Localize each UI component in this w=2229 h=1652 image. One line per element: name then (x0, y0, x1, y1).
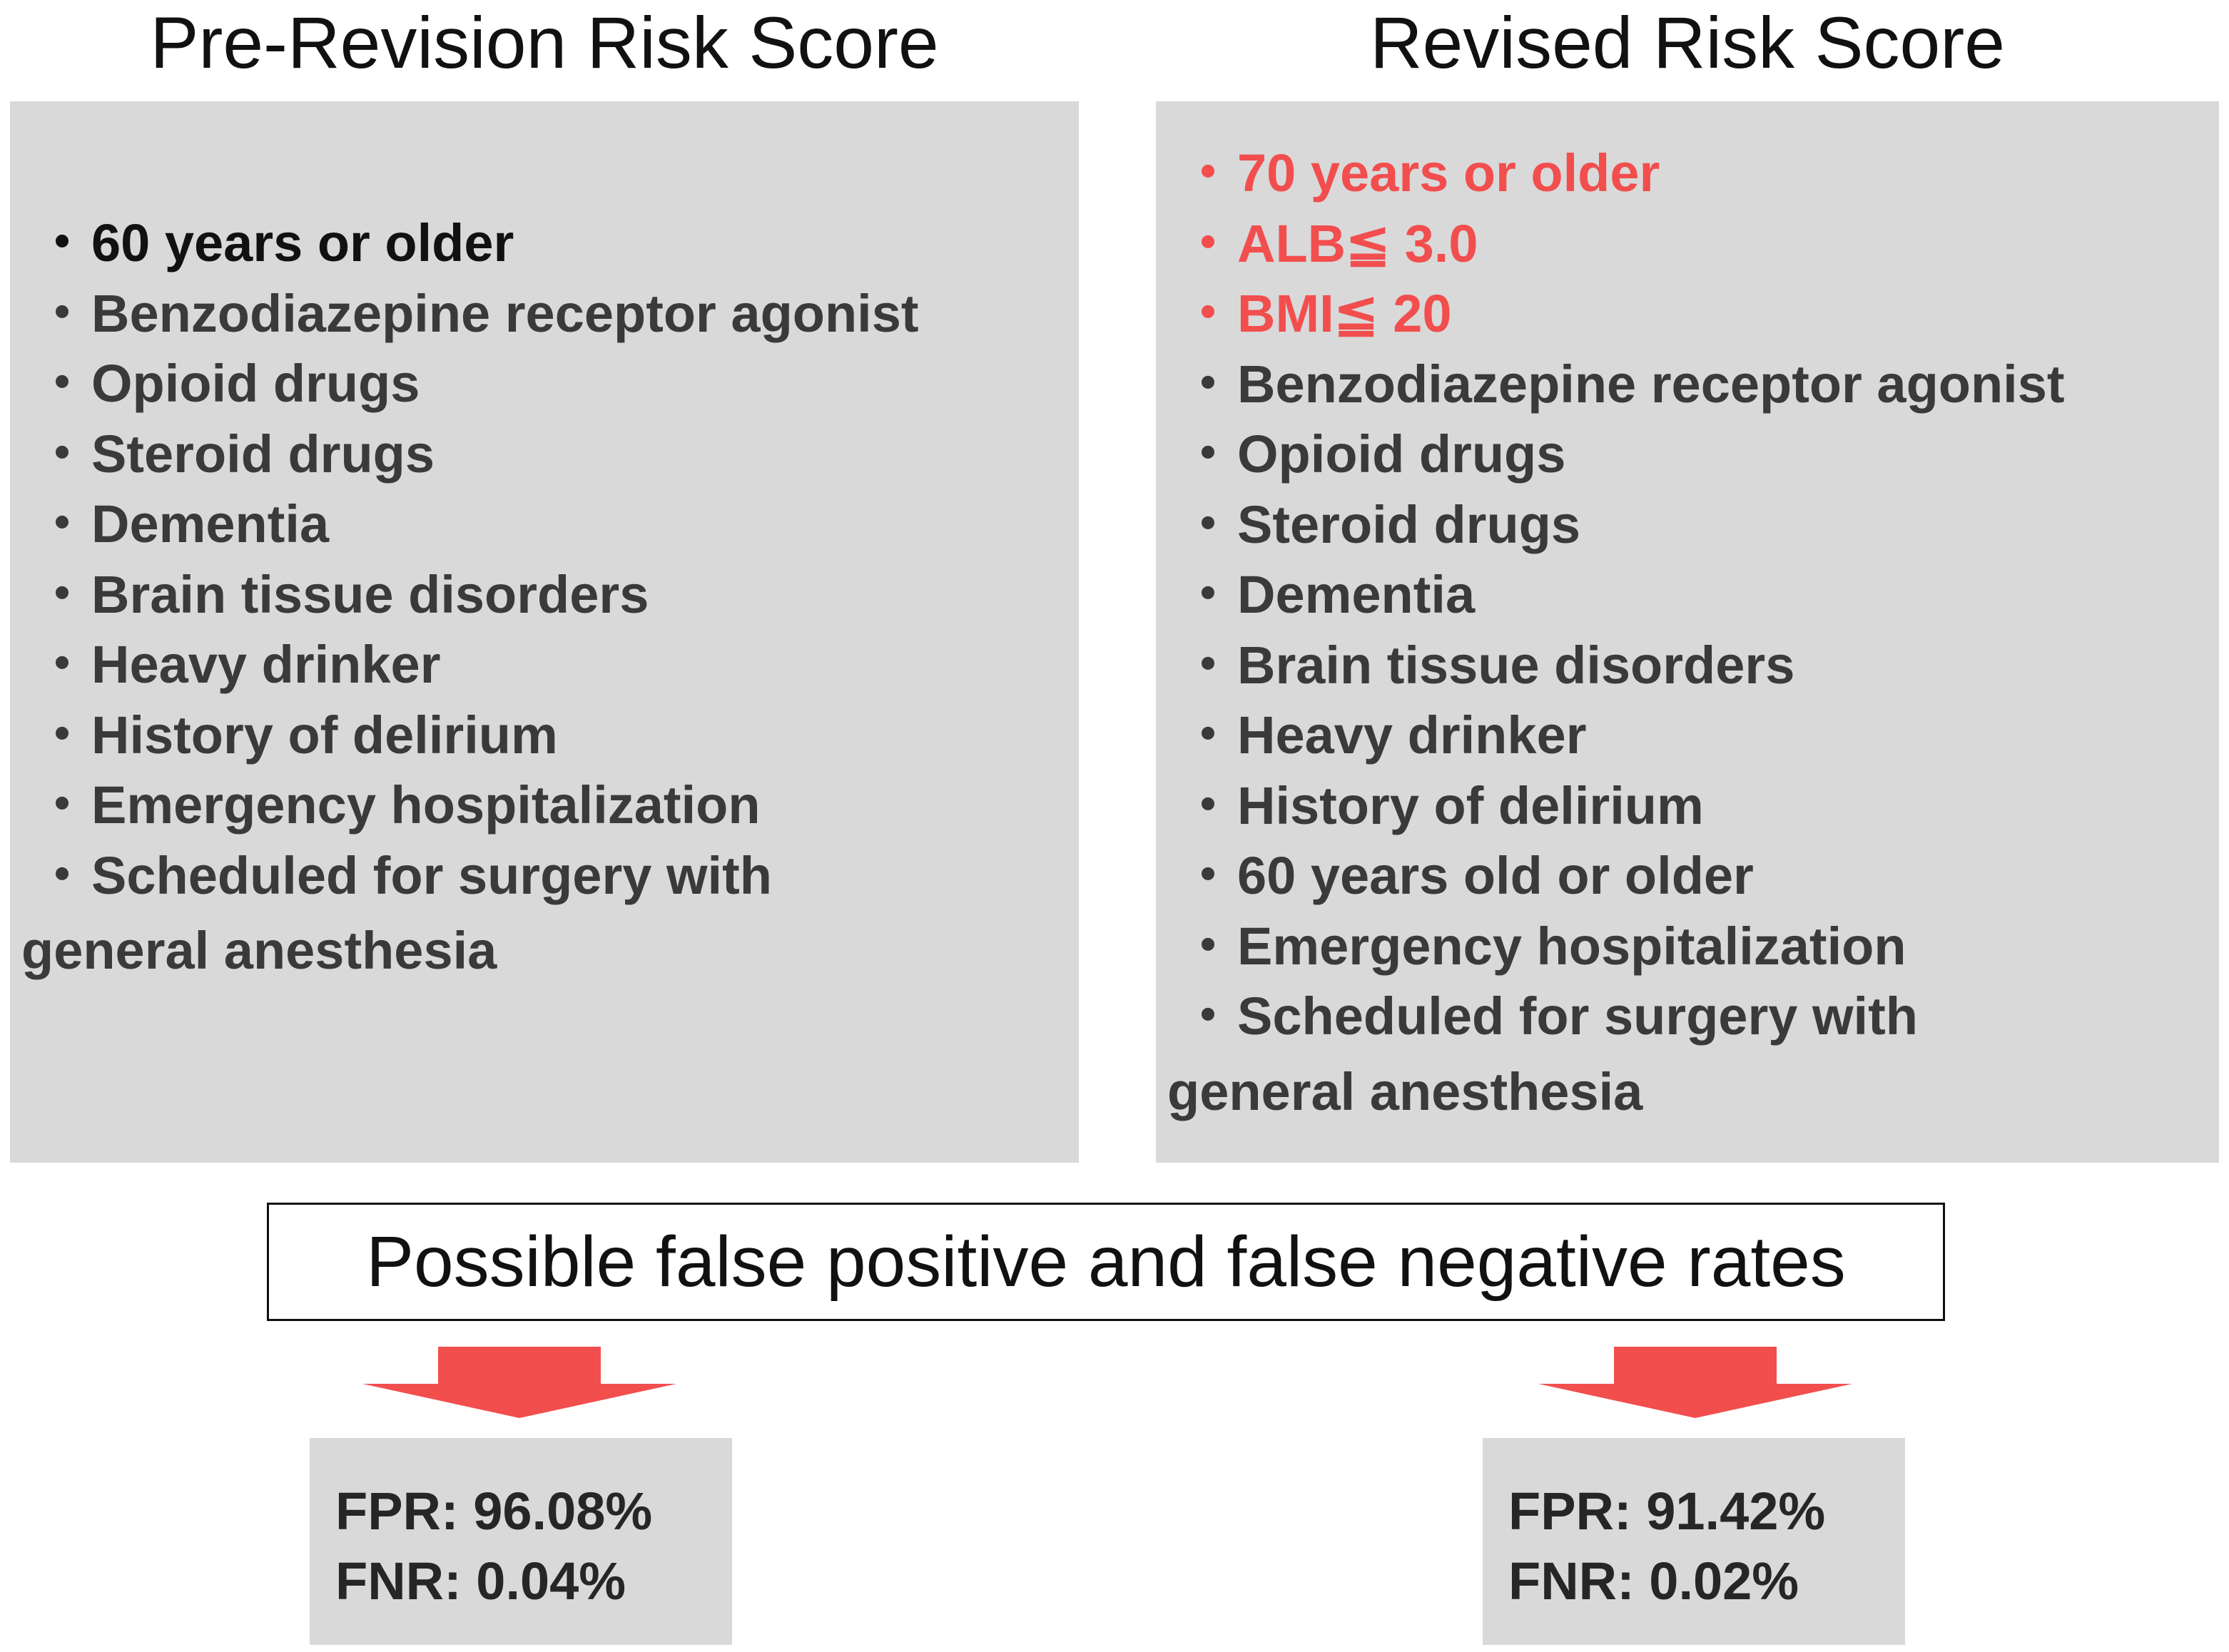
pre-revision-rates: FPR: 96.08% FNR: 0.04% (310, 1438, 732, 1645)
bullet-icon: ・ (1182, 846, 1234, 905)
revised-rates: FPR: 91.42% FNR: 0.02% (1483, 1438, 1905, 1645)
bullet-icon: ・ (1182, 775, 1234, 835)
bullet-icon: ・ (1182, 494, 1234, 554)
bullet-icon: ・ (36, 494, 88, 554)
list-item: ・Scheduled for surgery with general anest… (1167, 981, 2065, 1132)
bullet-icon: ・ (1182, 635, 1234, 695)
fnr-value: FNR: 0.02% (1508, 1551, 1799, 1611)
list-item-new: ・ALB≦ 3.0 (1179, 209, 2065, 280)
list-item: ・Dementia (33, 489, 919, 560)
down-arrow-icon (1538, 1347, 1852, 1418)
pre-revision-title: Pre-Revision Risk Score (150, 1, 939, 83)
bullet-icon: ・ (1182, 916, 1234, 976)
fpr-value: FPR: 91.42% (1508, 1482, 1826, 1541)
list-item: ・Dementia (1179, 560, 2065, 631)
bullet-icon: ・ (1182, 284, 1234, 343)
bullet-icon: ・ (36, 213, 88, 272)
bullet-icon: ・ (36, 635, 88, 694)
list-item: ・Steroid drugs (1179, 490, 2065, 561)
list-item-new: ・BMI≦ 20 (1179, 279, 2065, 350)
list-item: ・Opioid drugs (1179, 419, 2065, 490)
bullet-icon: ・ (36, 354, 88, 413)
list-item: ・60 years or older (33, 208, 919, 279)
list-item: ・Steroid drugs (33, 419, 919, 490)
list-item: ・Brain tissue disorders (33, 560, 919, 631)
pre-revision-list: ・60 years or older ・Benzodiazepine recep… (21, 208, 919, 991)
list-item-new: ・70 years or older (1179, 138, 2065, 209)
list-item: ・History of delirium (1179, 771, 2065, 842)
bullet-icon: ・ (36, 283, 88, 343)
bullet-icon: ・ (1182, 143, 1234, 203)
list-item: ・Heavy drinker (1179, 700, 2065, 771)
list-item: ・Heavy drinker (33, 630, 919, 700)
revised-title: Revised Risk Score (1370, 1, 2005, 83)
list-item: ・Scheduled for surgery with general anest… (21, 841, 919, 991)
bullet-icon: ・ (36, 705, 88, 765)
bullet-icon: ・ (36, 424, 88, 484)
list-item: ・Emergency hospitalization (33, 770, 919, 841)
list-item-continuation: general anesthesia (21, 921, 497, 980)
list-item: ・Emergency hospitalization (1179, 912, 2065, 982)
down-arrow-icon (362, 1347, 676, 1418)
bullet-icon: ・ (1182, 424, 1234, 484)
list-item: ・Brain tissue disorders (1179, 631, 2065, 701)
bullet-icon: ・ (1182, 986, 1234, 1046)
list-item: ・Benzodiazepine receptor agonist (1179, 350, 2065, 420)
bullet-icon: ・ (1182, 565, 1234, 624)
fnr-value: FNR: 0.04% (335, 1551, 626, 1611)
list-item: ・Benzodiazepine receptor agonist (33, 279, 919, 350)
bullet-icon: ・ (36, 845, 88, 905)
pre-revision-panel: ・60 years or older ・Benzodiazepine recep… (10, 101, 1079, 1163)
bullet-icon: ・ (1182, 213, 1234, 273)
fpr-value: FPR: 96.08% (335, 1482, 653, 1541)
revised-panel: ・70 years or older ・ALB≦ 3.0 ・BMI≦ 20 ・B… (1156, 101, 2219, 1163)
bullet-icon: ・ (36, 564, 88, 624)
list-item-continuation: general anesthesia (1167, 1061, 1643, 1121)
bullet-icon: ・ (36, 775, 88, 835)
revised-list: ・70 years or older ・ALB≦ 3.0 ・BMI≦ 20 ・B… (1167, 138, 2065, 1132)
bullet-icon: ・ (1182, 354, 1234, 414)
bullet-icon: ・ (1182, 705, 1234, 765)
list-item: ・History of delirium (33, 700, 919, 771)
list-item: ・Opioid drugs (33, 349, 919, 419)
metric-label-box: Possible false positive and false negati… (267, 1203, 1945, 1321)
list-item: ・60 years old or older (1179, 841, 2065, 912)
